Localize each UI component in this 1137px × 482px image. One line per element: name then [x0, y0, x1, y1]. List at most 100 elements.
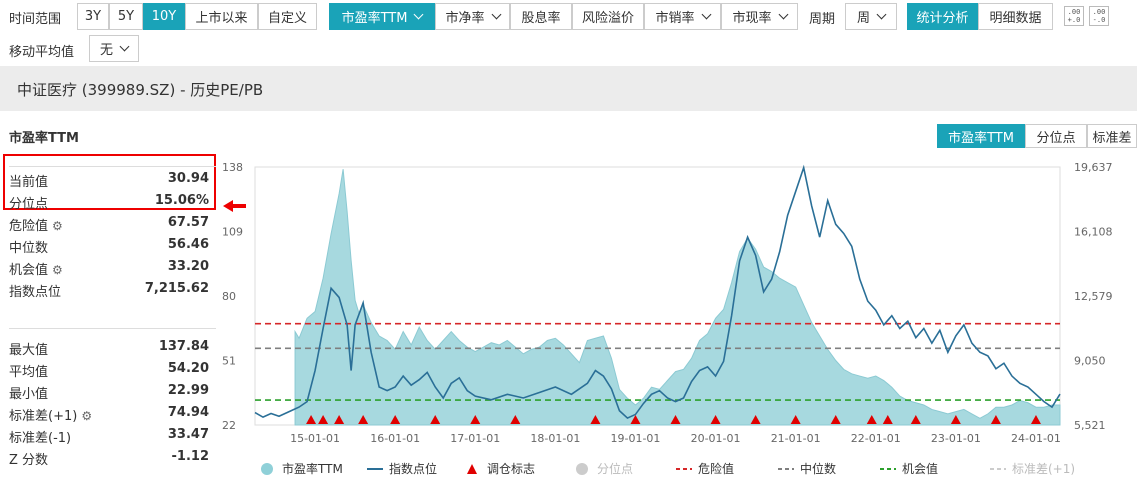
detail-data-button[interactable]: 明细数据 — [978, 3, 1053, 30]
metric-risk-premium-button[interactable]: 风险溢价 — [572, 3, 644, 30]
red-arrow-icon — [223, 200, 246, 212]
divider — [9, 166, 216, 167]
rebalance-marker — [910, 415, 921, 424]
pe-ttm-area — [294, 169, 1061, 426]
metric-ps-label: 市销率 — [655, 11, 695, 26]
stat-min: 最小值 22.99 — [9, 383, 209, 403]
moving-average-label: 移动平均值 — [9, 45, 75, 60]
gear-icon[interactable]: ⚙ — [52, 263, 63, 277]
range-10y-button[interactable]: 10Y — [143, 3, 185, 30]
legend-swatch — [576, 463, 588, 475]
y-right-tick-label: 19,637 — [1074, 161, 1113, 174]
legend-swatch — [261, 463, 273, 475]
chevron-down-icon — [413, 9, 424, 20]
stat-label: 标准差(+1) ⚙ — [9, 405, 92, 424]
period-dropdown[interactable]: 周 — [845, 3, 897, 30]
rebalance-marker — [710, 415, 721, 424]
y-left-tick-label: 109 — [222, 226, 243, 239]
stat-value: 33.20 — [167, 259, 209, 274]
stat-label: 标准差(-1) — [9, 431, 72, 446]
stat-current-value: 当前值 30.94 — [9, 171, 209, 191]
chevron-down-icon — [778, 9, 788, 20]
metric-dividend-button[interactable]: 股息率 — [510, 3, 572, 30]
rebalance-marker — [950, 415, 961, 424]
metric-pe-ttm-label: 市盈率TTM — [341, 11, 408, 26]
stat-label-text: 标准差(+1) — [9, 409, 78, 424]
y-right-tick-label: 9,050 — [1074, 355, 1106, 368]
period-value: 周 — [856, 11, 870, 26]
range-3y-button[interactable]: 3Y — [77, 3, 109, 30]
x-tick-label: 18-01-01 — [530, 432, 580, 445]
x-tick-label: 22-01-01 — [851, 432, 901, 445]
stat-label-text: 机会值 — [9, 263, 49, 278]
stat-median: 中位数 56.46 — [9, 237, 209, 257]
legend-label: 标准差(+1) — [1012, 462, 1075, 476]
chevron-down-icon — [701, 9, 711, 20]
stat-value: 67.57 — [167, 215, 209, 230]
legend-label: 机会值 — [902, 461, 938, 476]
moving-average-dropdown[interactable]: 无 — [89, 35, 139, 62]
x-tick-label: 24-01-01 — [1011, 432, 1061, 445]
stat-value: 54.20 — [167, 361, 209, 376]
metric-pb-dropdown[interactable]: 市净率 — [435, 3, 510, 30]
tab-pe-ttm[interactable]: 市盈率TTM — [937, 124, 1025, 148]
y-left-tick-label: 80 — [222, 290, 236, 303]
rebalance-marker — [318, 415, 329, 424]
stat-max: 最大值 137.84 — [9, 339, 209, 359]
legend-label: 危险值 — [698, 461, 734, 476]
stat-opportunity-value: 机会值 ⚙ 33.20 — [9, 259, 209, 279]
x-tick-label: 16-01-01 — [370, 432, 420, 445]
legend-swatch — [467, 464, 477, 474]
decimal-decrease-icon[interactable]: .00 -.0 — [1089, 6, 1109, 26]
stat-value: 74.94 — [167, 405, 209, 420]
stat-value: 33.47 — [167, 427, 209, 442]
stat-label: 最小值 — [9, 387, 49, 402]
decimal-increase-icon[interactable]: .00 +.0 — [1064, 6, 1084, 26]
rebalance-marker — [882, 415, 893, 424]
y-left-tick-label: 138 — [222, 161, 243, 174]
rebalance-marker — [866, 415, 877, 424]
legend-label: 调仓标志 — [487, 462, 535, 476]
stat-mean: 平均值 54.20 — [9, 361, 209, 381]
range-since-listing-button[interactable]: 上市以来 — [185, 3, 258, 30]
stat-value: 56.46 — [167, 237, 209, 252]
range-5y-button[interactable]: 5Y — [109, 3, 143, 30]
metric-pb-label: 市净率 — [445, 11, 485, 26]
stat-label: 指数点位 — [9, 285, 62, 300]
rebalance-marker — [590, 415, 601, 424]
metric-pcf-dropdown[interactable]: 市现率 — [721, 3, 798, 30]
x-tick-label: 19-01-01 — [611, 432, 661, 445]
metric-ps-dropdown[interactable]: 市销率 — [644, 3, 721, 30]
tab-percentile[interactable]: 分位点 — [1025, 124, 1087, 148]
divider — [9, 328, 216, 329]
tab-std-dev[interactable]: 标准差 — [1087, 124, 1137, 148]
legend-label: 市盈率TTM — [282, 461, 343, 476]
y-right-tick-label: 5,521 — [1074, 419, 1106, 432]
period-label: 周期 — [809, 12, 836, 27]
rebalance-marker — [334, 415, 345, 424]
rebalance-marker — [750, 415, 761, 424]
x-tick-label: 17-01-01 — [450, 432, 500, 445]
stat-label: 中位数 — [9, 241, 49, 256]
stats-analysis-button[interactable]: 统计分析 — [907, 3, 978, 30]
stat-index-level: 指数点位 7,215.62 — [9, 281, 209, 301]
chevron-down-icon — [491, 9, 501, 20]
x-tick-label: 23-01-01 — [931, 432, 981, 445]
x-tick-label: 21-01-01 — [771, 432, 821, 445]
legend-label: 分位点 — [597, 461, 633, 476]
rebalance-marker — [630, 415, 641, 424]
gear-icon[interactable]: ⚙ — [52, 219, 63, 233]
range-custom-button[interactable]: 自定义 — [258, 3, 317, 30]
metric-pe-ttm-dropdown[interactable]: 市盈率TTM — [329, 3, 435, 30]
gear-icon[interactable]: ⚙ — [81, 409, 93, 423]
stat-std-minus: 标准差(-1) 33.47 — [9, 427, 209, 447]
stat-label: Z 分数 — [9, 453, 49, 468]
y-right-tick-label: 12,579 — [1074, 290, 1113, 303]
title-bar: 中证医疗 (399989.SZ) - 历史PE/PB — [0, 66, 1137, 111]
stat-label: 当前值 — [9, 175, 49, 190]
x-tick-label: 15-01-01 — [290, 432, 340, 445]
rebalance-marker — [306, 415, 317, 424]
stat-value: 22.99 — [167, 383, 209, 398]
rebalance-marker — [470, 415, 481, 424]
stat-std-plus: 标准差(+1) ⚙ 74.94 — [9, 405, 209, 425]
